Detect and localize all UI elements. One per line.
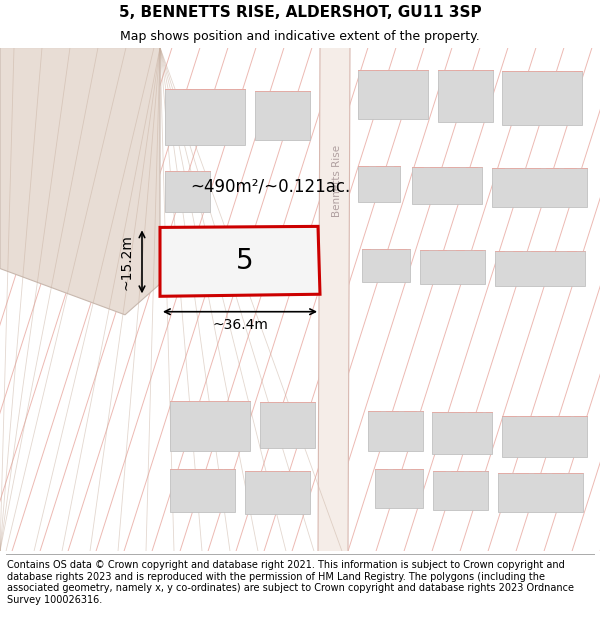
Text: ~15.2m: ~15.2m: [119, 234, 133, 290]
Polygon shape: [160, 226, 320, 296]
Bar: [362, 249, 410, 282]
Bar: [358, 166, 400, 202]
Bar: [433, 471, 488, 510]
Text: ~490m²/~0.121ac.: ~490m²/~0.121ac.: [190, 177, 350, 195]
Bar: [368, 411, 423, 451]
Polygon shape: [318, 48, 350, 551]
Bar: [170, 401, 250, 451]
Bar: [170, 469, 235, 512]
Bar: [495, 251, 585, 286]
Bar: [165, 171, 210, 212]
Bar: [255, 91, 310, 140]
Bar: [260, 402, 315, 449]
Bar: [498, 473, 583, 512]
Text: Map shows position and indicative extent of the property.: Map shows position and indicative extent…: [120, 30, 480, 43]
Bar: [412, 167, 482, 204]
Text: ~36.4m: ~36.4m: [212, 318, 268, 332]
Text: 5: 5: [236, 247, 253, 275]
Text: 5, BENNETTS RISE, ALDERSHOT, GU11 3SP: 5, BENNETTS RISE, ALDERSHOT, GU11 3SP: [119, 6, 481, 21]
Bar: [432, 412, 492, 454]
Bar: [165, 89, 245, 145]
Bar: [245, 471, 310, 514]
Bar: [492, 168, 587, 207]
Bar: [375, 469, 423, 508]
Text: Contains OS data © Crown copyright and database right 2021. This information is : Contains OS data © Crown copyright and d…: [7, 560, 574, 605]
Bar: [502, 416, 587, 457]
Text: Bennetts Rise: Bennetts Rise: [332, 145, 342, 217]
Bar: [420, 250, 485, 284]
Bar: [438, 70, 493, 121]
Bar: [502, 71, 582, 124]
Polygon shape: [0, 48, 160, 315]
Bar: [358, 70, 428, 119]
